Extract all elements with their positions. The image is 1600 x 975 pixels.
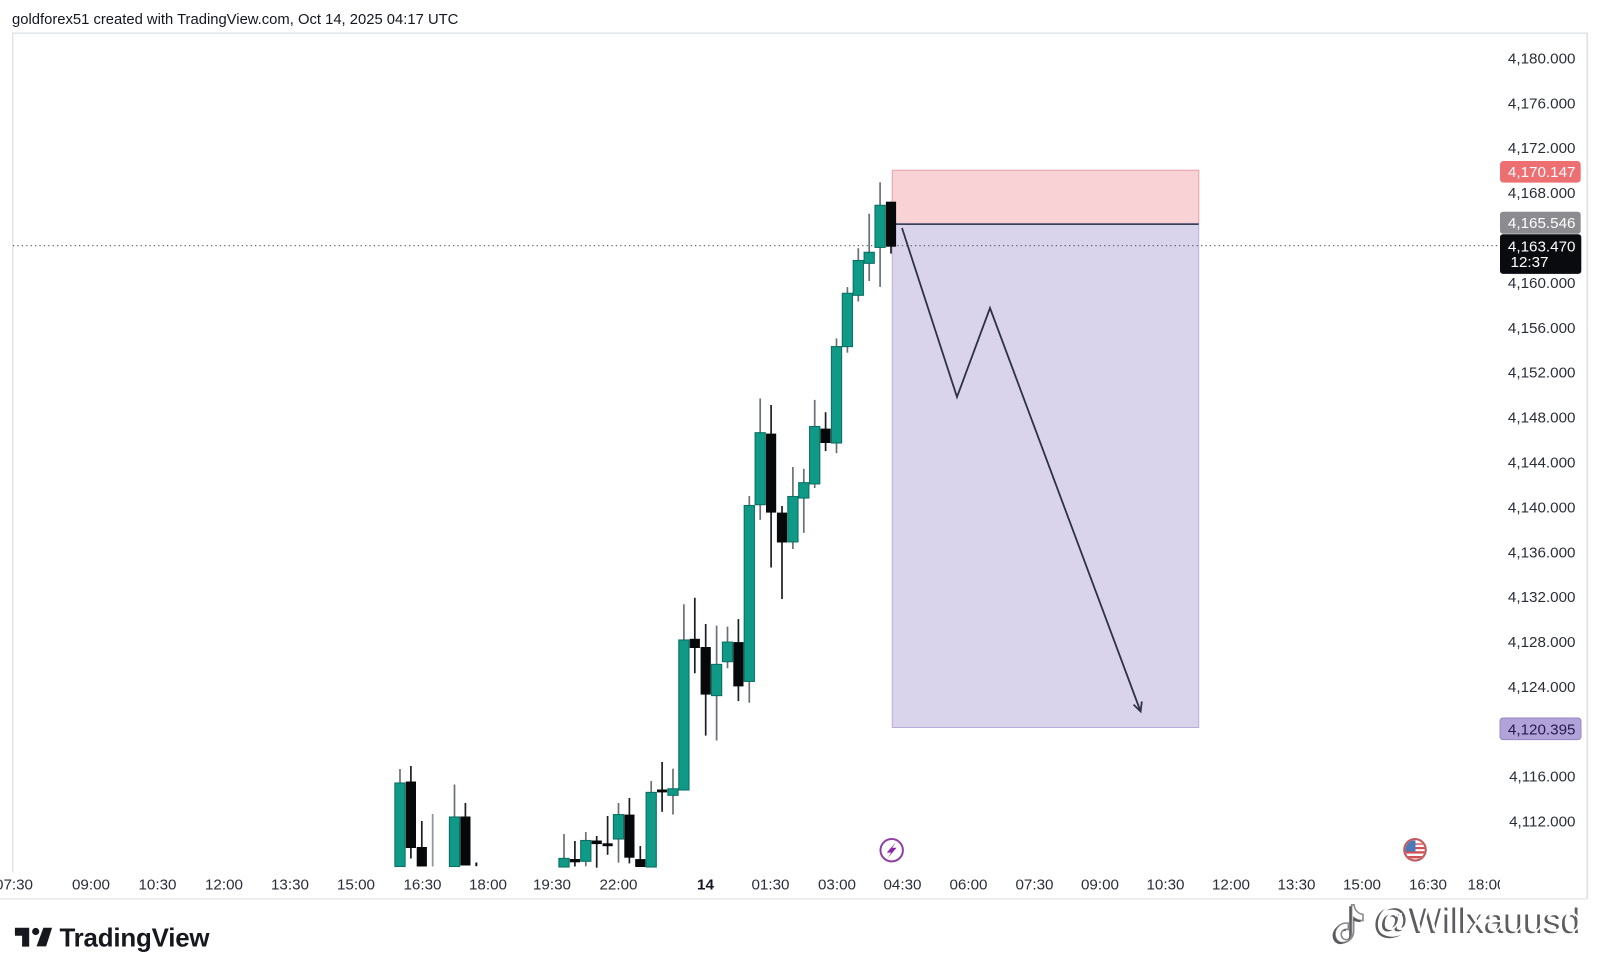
svg-text:4,124.000: 4,124.000 [1508, 679, 1576, 696]
svg-text:06:00: 06:00 [949, 876, 987, 893]
svg-text:4,170.147: 4,170.147 [1508, 164, 1576, 181]
svg-text:4,120.395: 4,120.395 [1508, 721, 1576, 738]
svg-text:07:30: 07:30 [1015, 876, 1053, 893]
svg-text:09:00: 09:00 [72, 876, 110, 893]
svg-text:4,132.000: 4,132.000 [1508, 589, 1576, 606]
svg-text:19:30: 19:30 [533, 876, 571, 893]
svg-text:4,140.000: 4,140.000 [1508, 499, 1576, 516]
svg-text:13:30: 13:30 [271, 876, 309, 893]
svg-text:10:30: 10:30 [1146, 876, 1184, 893]
svg-text:18:00: 18:00 [1467, 876, 1505, 893]
svg-text:03:00: 03:00 [818, 876, 856, 893]
svg-text:16:30: 16:30 [1409, 876, 1447, 893]
svg-text:12:00: 12:00 [205, 876, 243, 893]
svg-text:4,112.000: 4,112.000 [1509, 814, 1575, 831]
svg-text:13:30: 13:30 [1277, 876, 1315, 893]
svg-text:4,160.000: 4,160.000 [1508, 275, 1576, 292]
svg-text:01:30: 01:30 [751, 876, 789, 893]
svg-text:4,136.000: 4,136.000 [1508, 544, 1576, 561]
svg-text:4,168.000: 4,168.000 [1508, 185, 1576, 202]
svg-text:07:30: 07:30 [0, 876, 33, 893]
svg-text:4,156.000: 4,156.000 [1508, 320, 1576, 337]
svg-text:4,128.000: 4,128.000 [1508, 634, 1576, 651]
svg-text:22:00: 22:00 [599, 876, 637, 893]
svg-text:4,163.470: 4,163.470 [1508, 239, 1576, 256]
svg-text:4,144.000: 4,144.000 [1508, 455, 1576, 472]
svg-text:@Willxauusd: @Willxauusd [1373, 901, 1581, 941]
svg-text:4,165.546: 4,165.546 [1508, 215, 1576, 232]
svg-text:09:00: 09:00 [1081, 876, 1119, 893]
svg-text:4,176.000: 4,176.000 [1508, 95, 1576, 112]
svg-text:18:00: 18:00 [469, 876, 507, 893]
svg-text:TradingView: TradingView [60, 924, 211, 952]
svg-text:4,116.000: 4,116.000 [1509, 769, 1575, 786]
svg-text:15:00: 15:00 [1343, 876, 1381, 893]
svg-text:@Willxauusd: @Willxauusd [1375, 900, 1583, 940]
svg-text:goldforex51 created with Tradi: goldforex51 created with TradingView.com… [12, 12, 459, 28]
svg-text:04:30: 04:30 [883, 876, 921, 893]
svg-text:4,148.000: 4,148.000 [1508, 410, 1576, 427]
svg-text:15:00: 15:00 [337, 876, 375, 893]
svg-text:4,180.000: 4,180.000 [1508, 51, 1576, 68]
svg-text:12:37: 12:37 [1511, 254, 1549, 271]
svg-text:14: 14 [697, 876, 714, 893]
svg-text:4,152.000: 4,152.000 [1508, 365, 1576, 382]
svg-text:4,172.000: 4,172.000 [1508, 140, 1576, 157]
svg-text:12:00: 12:00 [1212, 876, 1250, 893]
svg-text:16:30: 16:30 [403, 876, 441, 893]
svg-text:10:30: 10:30 [138, 876, 176, 893]
